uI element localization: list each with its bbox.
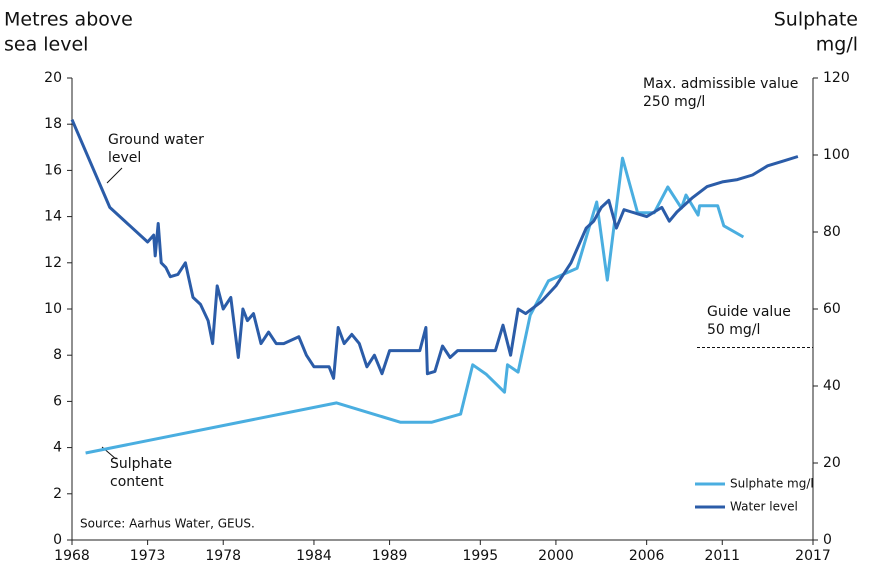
series-line — [70, 119, 799, 380]
x-tick-label: 1995 — [462, 548, 498, 564]
legend-label: Sulphate mg/l — [730, 477, 814, 491]
x-tick-label: 1968 — [54, 548, 90, 564]
y2-tick-label: 40 — [823, 378, 841, 394]
annotation: Metres above — [4, 9, 133, 31]
y2-tick-label: 120 — [823, 70, 850, 86]
y-tick-label: 0 — [53, 532, 62, 548]
leader-line — [106, 167, 123, 184]
source: Source: Aarhus Water, GEUS. — [80, 517, 255, 531]
y-tick-label: 20 — [44, 70, 62, 86]
y2-tick-label: 0 — [823, 532, 832, 548]
y2-tick-label: 100 — [823, 147, 850, 163]
y-tick-label: 10 — [44, 301, 62, 317]
x-tick-label: 1978 — [205, 548, 241, 564]
y-tick-label: 2 — [53, 486, 62, 502]
annotation: Sulphate — [774, 9, 858, 31]
annotation: mg/l — [816, 34, 858, 56]
annotation: 250 mg/l — [643, 94, 705, 110]
x-tick-label: 1989 — [372, 548, 408, 564]
y2-tick-label: 60 — [823, 301, 841, 317]
annotation: Max. admissible value — [643, 76, 798, 92]
annotation: 50 mg/l — [707, 322, 760, 338]
annotation: content — [110, 474, 164, 490]
y-tick-label: 14 — [44, 209, 62, 225]
x-tick-label: 1973 — [130, 548, 166, 564]
y2-tick-label: 20 — [823, 455, 841, 471]
x-tick-label: 2000 — [538, 548, 574, 564]
annotation: Guide value — [707, 304, 791, 320]
annotation: sea level — [4, 34, 88, 56]
y-tick-label: 18 — [44, 116, 62, 132]
annotation: Ground water — [108, 132, 204, 148]
legend-label: Water level — [730, 500, 798, 514]
annotation: Sulphate — [110, 456, 172, 472]
y2-tick-label: 80 — [823, 224, 841, 240]
annotation: level — [108, 150, 141, 166]
x-tick-label: 1984 — [296, 548, 332, 564]
series-line — [85, 156, 745, 455]
y-tick-label: 16 — [44, 162, 62, 178]
x-tick-label: 2017 — [795, 548, 831, 564]
y-tick-label: 4 — [53, 440, 62, 456]
y-tick-label: 6 — [53, 393, 62, 409]
y-tick-label: 12 — [44, 255, 62, 271]
x-tick-label: 2011 — [704, 548, 740, 564]
x-tick-label: 2006 — [629, 548, 665, 564]
y-tick-label: 8 — [53, 347, 62, 363]
